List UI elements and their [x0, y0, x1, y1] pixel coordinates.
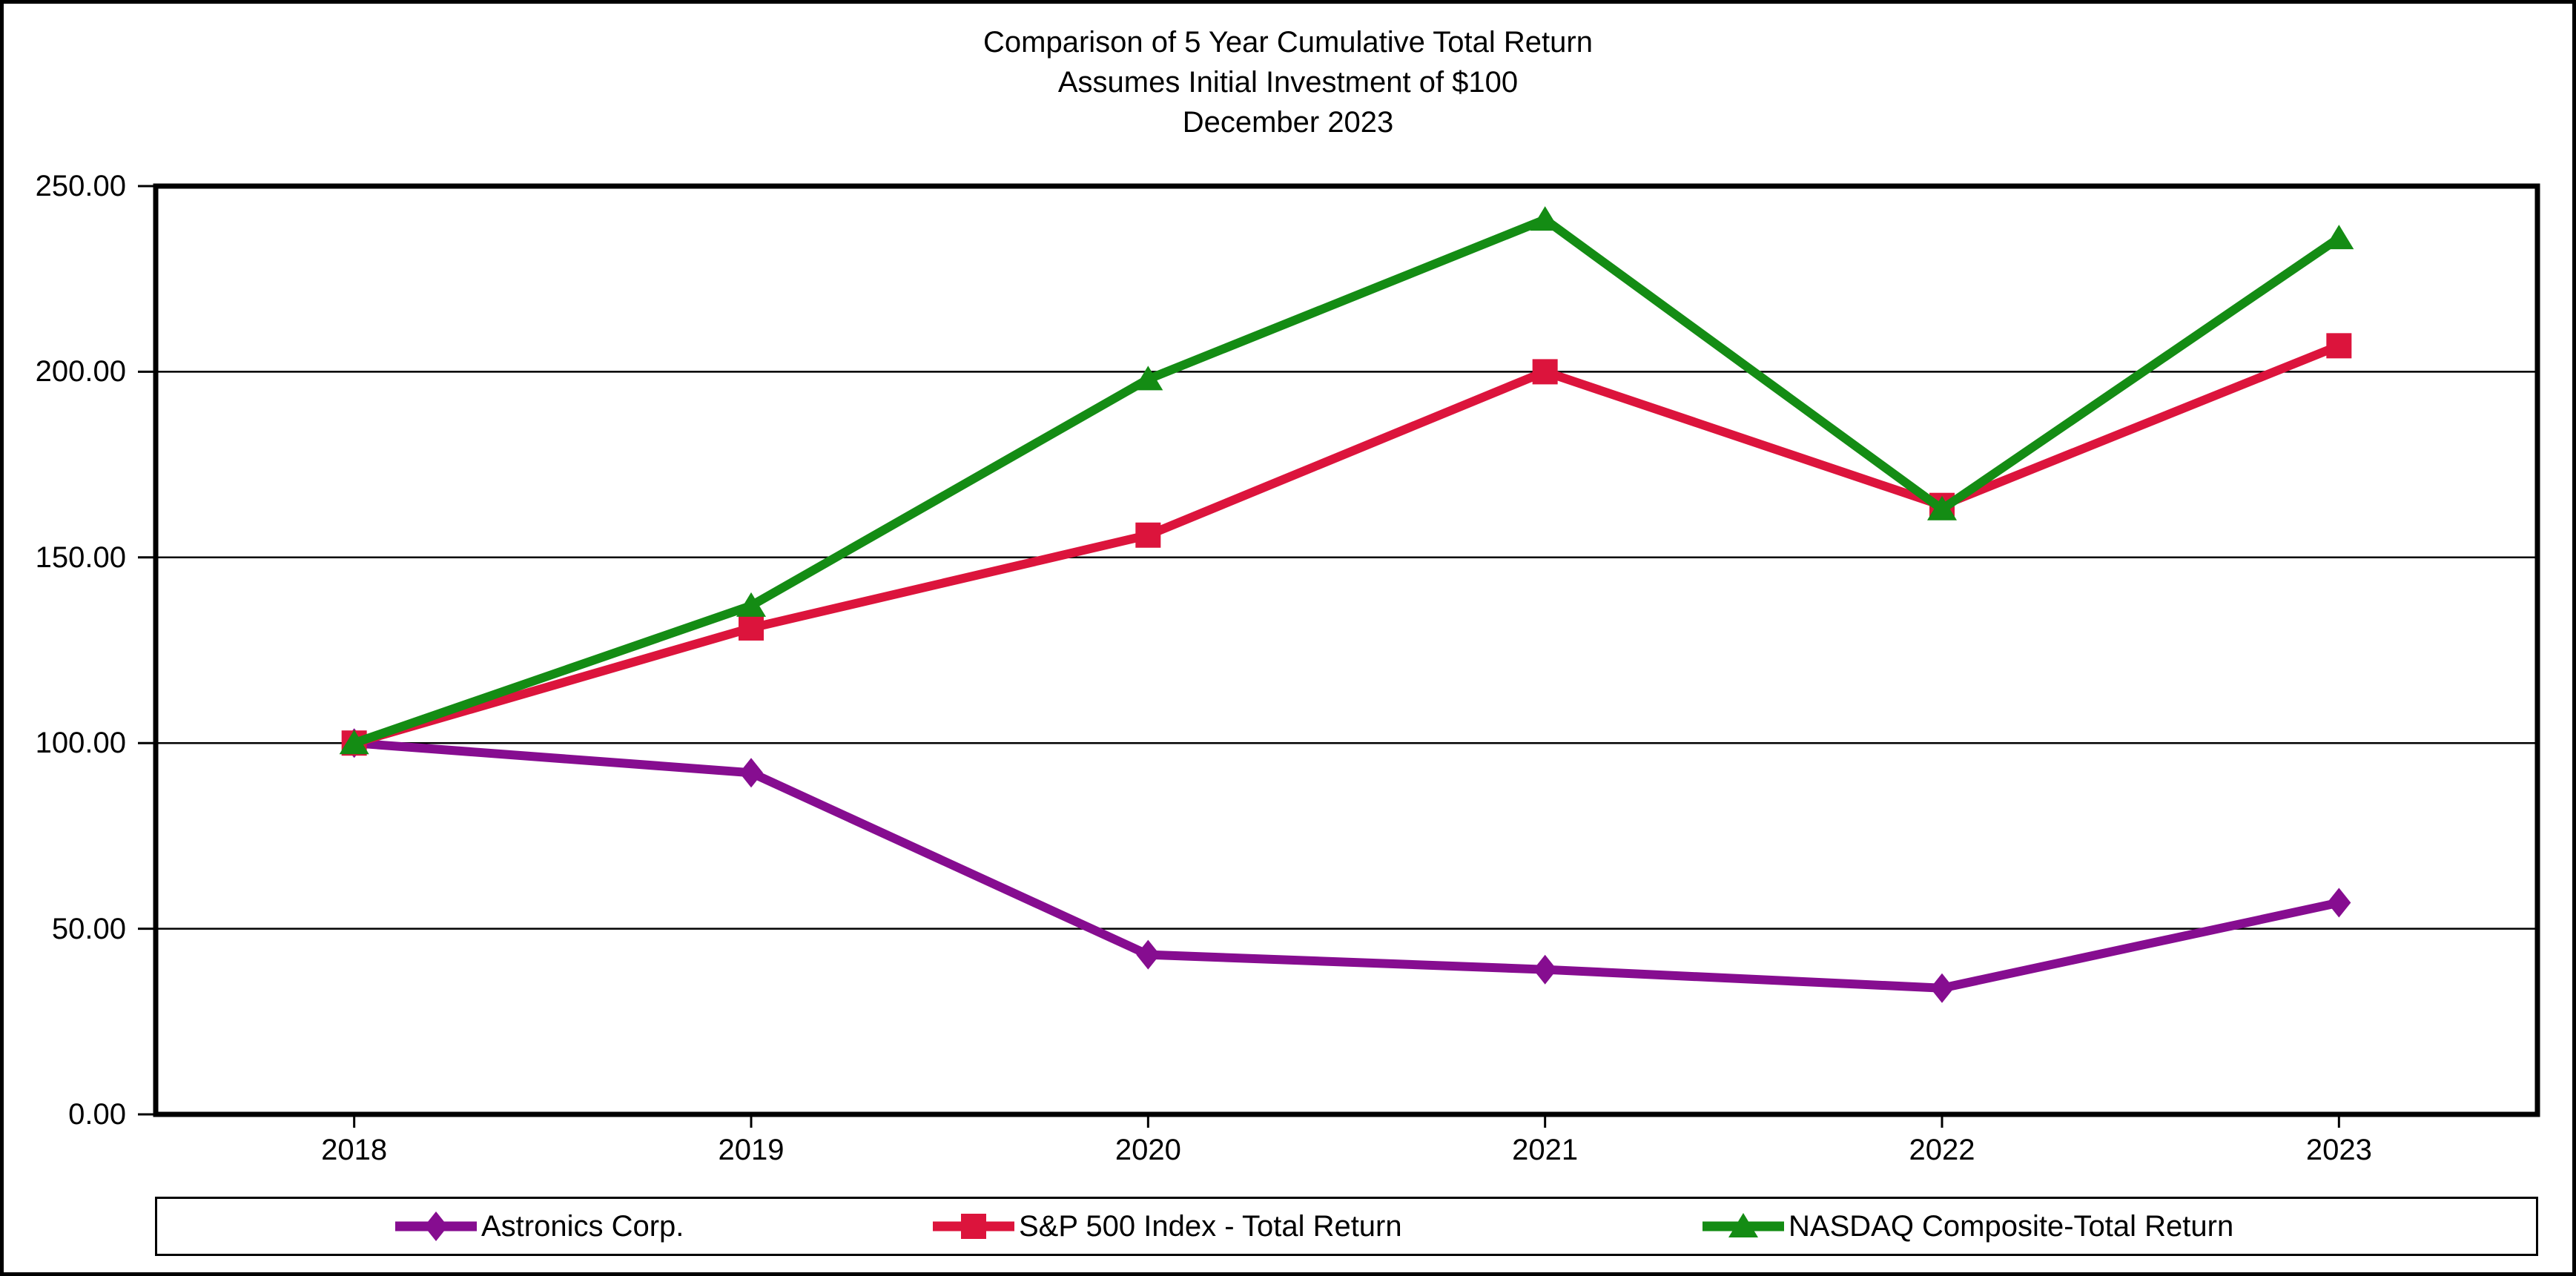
legend-item-label: NASDAQ Composite-Total Return	[1789, 1209, 2234, 1243]
chart-title-line-3: December 2023	[1182, 106, 1394, 139]
legend-item-label: Astronics Corp.	[481, 1209, 684, 1243]
x-tick-label: 2023	[2305, 1134, 2372, 1166]
series-line	[352, 214, 2342, 747]
series-marker-square	[1532, 359, 1558, 385]
y-tick-label: 0.00	[68, 1098, 126, 1131]
series-line	[354, 738, 2340, 993]
series-marker-diamond	[1930, 973, 1954, 1003]
series-marker-square	[2326, 333, 2352, 359]
plot-border	[153, 183, 2540, 1117]
chart-title: Comparison of 5 Year Cumulative Total Re…	[0, 22, 2576, 142]
y-tick-label: 200.00	[35, 355, 126, 389]
y-tick-label: 150.00	[35, 541, 126, 574]
legend-item-label: S&P 500 Index - Total Return	[1019, 1209, 1402, 1243]
legend: Astronics Corp. S&P 500 Index - Total Re…	[155, 1197, 2538, 1256]
series-marker-square	[1135, 522, 1161, 548]
series-marker-diamond	[1533, 954, 1557, 985]
series-marker-triangle	[2324, 225, 2354, 250]
y-tick-label: 250.00	[35, 170, 126, 202]
x-tick-label: 2018	[321, 1134, 388, 1166]
astronics-line-marker-icon	[395, 1209, 477, 1244]
series-marker-triangle	[1133, 366, 1163, 391]
series-marker-triangle	[1927, 495, 1957, 520]
series-marker-square	[739, 615, 764, 641]
legend-item-nasdaq: NASDAQ Composite-Total Return	[1703, 1199, 2233, 1254]
series-marker-diamond	[1136, 939, 1160, 970]
x-tick-label: 2020	[1114, 1134, 1181, 1166]
chart-title-line-1: Comparison of 5 Year Cumulative Total Re…	[983, 26, 1593, 59]
y-tick-label: 100.00	[35, 727, 126, 760]
series-marker-triangle	[339, 730, 369, 755]
x-tick-label: 2021	[1512, 1134, 1579, 1166]
legend-item-sp500: S&P 500 Index - Total Return	[933, 1199, 1402, 1254]
series-marker-triangle	[736, 592, 766, 617]
nasdaq-line-marker-icon	[1703, 1209, 1784, 1244]
series-marker-diamond	[739, 758, 763, 788]
x-tick-label: 2022	[1909, 1134, 1975, 1166]
series-line	[352, 341, 2341, 747]
legend-item-astronics: Astronics Corp.	[395, 1199, 684, 1254]
series-marker-diamond	[2327, 887, 2351, 918]
x-tick-label: 2019	[718, 1134, 785, 1166]
chart-title-line-2: Assumes Initial Investment of $100	[1057, 66, 1519, 99]
series-marker-triangle	[1530, 206, 1560, 231]
sp500-line-marker-icon	[933, 1209, 1014, 1244]
y-tick-label: 50.00	[51, 912, 126, 945]
